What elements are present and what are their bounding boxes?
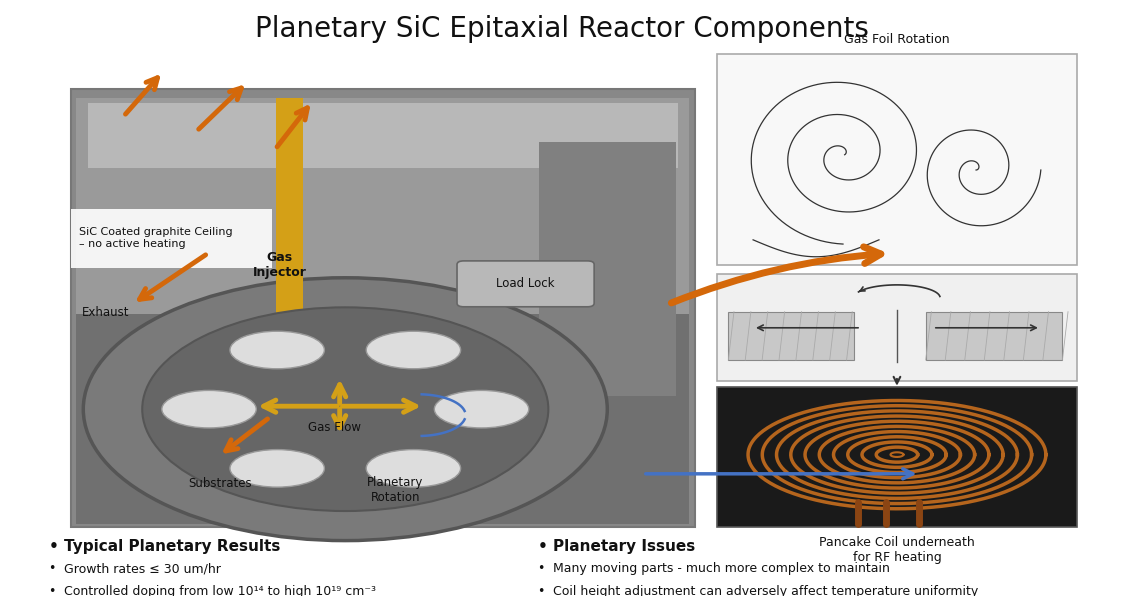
FancyBboxPatch shape	[926, 312, 1062, 360]
Text: Load Lock: Load Lock	[497, 277, 555, 290]
Text: Gas Flow: Gas Flow	[308, 421, 361, 434]
Text: Growth rates ≤ 30 um/hr: Growth rates ≤ 30 um/hr	[64, 562, 221, 575]
Ellipse shape	[162, 390, 256, 428]
Text: Many moving parts - much more complex to maintain: Many moving parts - much more complex to…	[553, 562, 890, 575]
Ellipse shape	[366, 449, 461, 487]
FancyBboxPatch shape	[76, 98, 689, 317]
Text: •: •	[48, 539, 58, 554]
FancyBboxPatch shape	[717, 54, 1077, 265]
FancyBboxPatch shape	[457, 261, 595, 307]
Text: •: •	[537, 539, 547, 554]
FancyBboxPatch shape	[88, 103, 678, 168]
Ellipse shape	[230, 331, 325, 369]
FancyBboxPatch shape	[71, 89, 695, 527]
Ellipse shape	[83, 278, 607, 541]
Text: Gas Foil Rotation: Gas Foil Rotation	[844, 33, 950, 46]
Text: Pancake Coil underneath
for RF heating: Pancake Coil underneath for RF heating	[819, 536, 975, 564]
FancyBboxPatch shape	[717, 274, 1077, 381]
FancyBboxPatch shape	[538, 142, 676, 396]
Text: Substrates: Substrates	[189, 477, 253, 490]
Text: SiC Coated graphite Ceiling
– no active heating: SiC Coated graphite Ceiling – no active …	[79, 228, 233, 249]
Text: Coil height adjustment can adversely affect temperature uniformity: Coil height adjustment can adversely aff…	[553, 585, 978, 596]
Text: Planetary
Rotation: Planetary Rotation	[368, 476, 424, 504]
Text: Exhaust: Exhaust	[82, 306, 129, 319]
FancyBboxPatch shape	[76, 314, 689, 524]
Text: Planetary SiC Epitaxial Reactor Components: Planetary SiC Epitaxial Reactor Componen…	[255, 15, 869, 43]
FancyBboxPatch shape	[728, 312, 854, 360]
FancyBboxPatch shape	[71, 209, 272, 268]
Ellipse shape	[366, 331, 461, 369]
Ellipse shape	[434, 390, 528, 428]
Text: Planetary Issues: Planetary Issues	[553, 539, 696, 554]
FancyBboxPatch shape	[717, 387, 1077, 527]
Ellipse shape	[230, 449, 325, 487]
Text: Gas
Injector: Gas Injector	[253, 252, 307, 280]
Ellipse shape	[143, 308, 549, 511]
Text: •: •	[48, 585, 56, 596]
Text: •: •	[537, 562, 545, 575]
Text: •: •	[48, 562, 56, 575]
Text: •: •	[537, 585, 545, 596]
Text: Typical Planetary Results: Typical Planetary Results	[64, 539, 281, 554]
Text: Controlled doping from low 10¹⁴ to high 10¹⁹ cm⁻³: Controlled doping from low 10¹⁴ to high …	[64, 585, 377, 596]
FancyBboxPatch shape	[275, 98, 302, 405]
